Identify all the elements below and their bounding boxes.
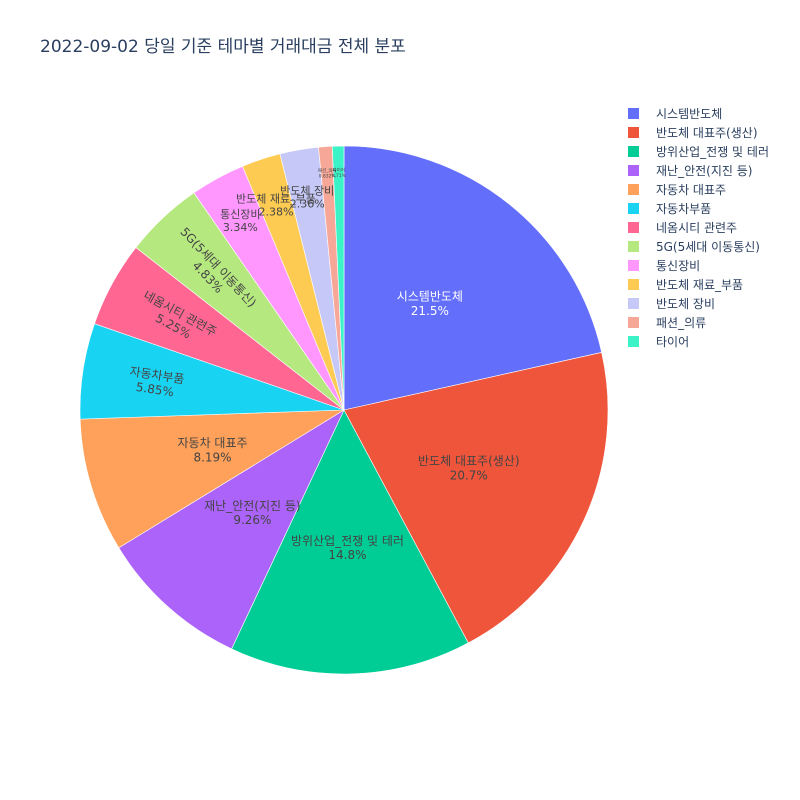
legend-swatch — [628, 146, 639, 157]
chart-title: 2022-09-02 당일 기준 테마별 거래대금 전체 분포 — [40, 37, 406, 57]
legend-label: 방위산업_전쟁 및 테러 — [656, 145, 769, 159]
legend-swatch — [628, 184, 639, 195]
legend-swatch — [628, 336, 639, 347]
legend-label: 재난_안전(지진 등) — [656, 164, 753, 178]
pie-slice[interactable] — [118, 409, 345, 650]
legend-label: 반도체 대표주(생산) — [656, 126, 758, 140]
legend-swatch — [628, 241, 639, 252]
legend-label: 반도체 장비 — [656, 297, 716, 311]
legend-swatch — [628, 298, 639, 309]
pie-slice[interactable] — [231, 409, 469, 675]
legend-label: 자동차부품 — [656, 202, 712, 216]
legend-item[interactable]: 타이어 — [628, 332, 769, 351]
legend-swatch — [628, 203, 639, 214]
slice-label: 시스템반도체 21.5% — [397, 289, 463, 317]
legend-label: 자동차 대표주 — [656, 183, 727, 197]
legend-item[interactable]: 방위산업_전쟁 및 테러 — [628, 142, 769, 161]
legend-item[interactable]: 재난_안전(지진 등) — [628, 161, 769, 180]
legend-swatch — [628, 165, 639, 176]
legend-item[interactable]: 자동차부품 — [628, 199, 769, 218]
slice-label: 반도체 장비 2.36% — [280, 184, 334, 210]
legend-item[interactable]: 자동차 대표주 — [628, 180, 769, 199]
legend-item[interactable]: 반도체 장비 — [628, 294, 769, 313]
legend-item[interactable]: 패션_의류 — [628, 313, 769, 332]
legend-label: 통신장비 — [656, 259, 701, 273]
slice-label: 자동차부품5.85% — [127, 364, 186, 400]
pie-slice[interactable] — [343, 352, 609, 644]
legend-swatch — [628, 317, 639, 328]
legend-item[interactable]: 5G(5세대 이동통신) — [628, 237, 769, 256]
legend-label: 네옴시티 관련주 — [656, 221, 738, 235]
legend-swatch — [628, 222, 639, 233]
pie-slice[interactable] — [331, 145, 345, 411]
slice-label: 반도체 재료_부품 2.38% — [236, 192, 316, 218]
legend-swatch — [628, 260, 639, 271]
legend-item[interactable]: 네옴시티 관련주 — [628, 218, 769, 237]
slice-label: 자동차 대표주 8.19% — [177, 436, 247, 464]
legend-label: 반도체 재료_부품 — [656, 278, 744, 292]
legend-label: 시스템반도체 — [656, 107, 723, 121]
legend-swatch — [628, 108, 639, 119]
legend-item[interactable]: 시스템반도체 — [628, 104, 769, 123]
legend-swatch — [628, 279, 639, 290]
slice-label: 통신장비 3.34% — [220, 208, 260, 234]
pie-slice[interactable] — [343, 145, 603, 411]
legend-label: 타이어 — [656, 335, 690, 349]
legend-item[interactable]: 반도체 대표주(생산) — [628, 123, 769, 142]
slice-label: 재난_안전(지진 등) 9.26% — [204, 499, 300, 527]
legend-label: 패션_의류 — [656, 316, 707, 330]
legend-swatch — [628, 127, 639, 138]
pie-slice[interactable] — [79, 409, 346, 549]
slice-label: 반도체 대표주(생산) 20.7% — [418, 454, 520, 482]
legend-item[interactable]: 반도체 재료_부품 — [628, 275, 769, 294]
legend-item[interactable]: 통신장비 — [628, 256, 769, 275]
legend-label: 5G(5세대 이동통신) — [656, 240, 760, 254]
slice-label: 방위산업_전쟁 및 테러 14.8% — [291, 534, 404, 562]
slice-label: 패션_의류 0.832% — [318, 167, 337, 179]
slice-label: 타이어 0.71% — [332, 167, 347, 179]
